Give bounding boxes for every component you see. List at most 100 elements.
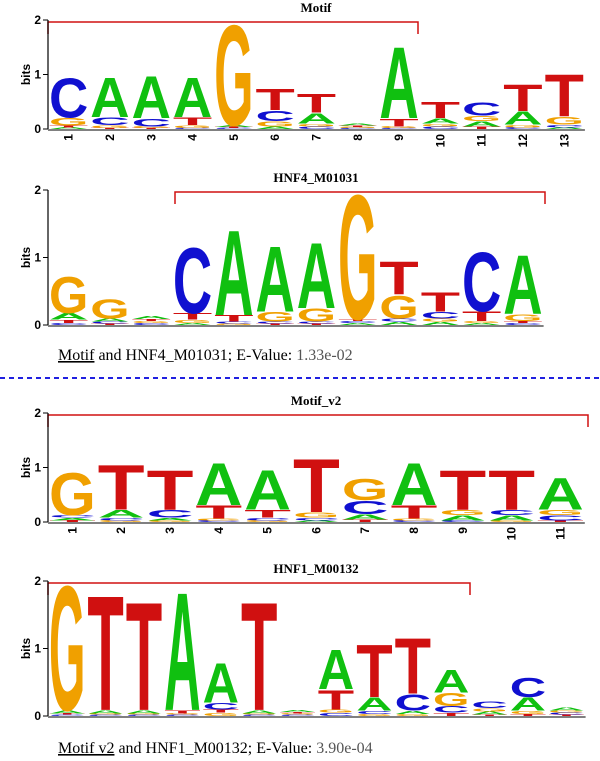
logo-letter: A: [297, 110, 336, 127]
logo-letter: G: [203, 712, 239, 717]
logo-letter: A: [173, 66, 212, 129]
logo-letter: G: [548, 710, 584, 713]
logo-letter: C: [545, 124, 584, 128]
logo-letter: G: [195, 518, 242, 521]
logo-letter: C: [433, 704, 469, 714]
chart-title: Motif: [300, 0, 332, 15]
logo-letter: A: [132, 315, 171, 320]
logo-letter: G: [391, 518, 438, 521]
logo-letter: A: [338, 322, 377, 325]
chart-title: HNF1_M00132: [273, 561, 358, 576]
logo-letter: G: [342, 473, 389, 507]
x-tick-label: 4: [186, 134, 200, 141]
caption: Motif v2 and HNF1_M00132; E-Value: 3.90e…: [58, 740, 373, 757]
logo-letter: T: [98, 452, 145, 523]
logo-letter: A: [379, 321, 418, 326]
logo-letter: C: [214, 128, 253, 130]
logo-letter: G: [49, 460, 96, 528]
logo-letter: C: [279, 714, 315, 716]
logo-letter: G: [214, 0, 253, 157]
logo-letter: A: [90, 317, 129, 322]
logo-letter: T: [421, 286, 460, 317]
logo-letter: G: [433, 689, 469, 710]
logo-letter: G: [395, 714, 431, 717]
logo-letter: G: [462, 114, 501, 122]
logo-letter: T: [214, 313, 253, 324]
logo-letter: T: [241, 570, 277, 743]
x-tick-label: 13: [557, 134, 571, 148]
logo-letter: T: [548, 714, 585, 716]
logo-letter: A: [395, 710, 431, 715]
logo-letter: C: [471, 700, 507, 710]
logo-letter: T: [503, 320, 543, 323]
logo-letter: C: [256, 108, 295, 125]
logo-letter: A: [126, 709, 162, 714]
logo-letter: C: [510, 672, 546, 703]
logo-letter: G: [244, 520, 291, 523]
y-tick-label: 2: [34, 406, 41, 420]
logo-letter: C: [537, 513, 584, 522]
logo-letter: A: [462, 322, 501, 325]
logo-letter: C: [391, 520, 438, 523]
logo-letter: A: [545, 127, 584, 130]
logo-letter: G: [256, 309, 295, 325]
logo-letter: G: [338, 127, 377, 129]
logo-letter: A: [49, 517, 96, 521]
logo-letter: T: [126, 570, 162, 743]
caption-link[interactable]: Motif v2: [58, 740, 114, 757]
logo-letter: C: [49, 67, 88, 130]
x-tick-label: 4: [212, 527, 226, 534]
logo-letter: C: [462, 236, 501, 330]
logo-letter: T: [132, 128, 172, 130]
y-axis-label: bits: [19, 247, 33, 269]
logo-letter: G: [421, 123, 460, 127]
y-tick-label: 0: [34, 318, 41, 332]
x-tick-label: 1: [65, 527, 79, 534]
caption-link[interactable]: Motif: [58, 347, 95, 364]
x-tick-label: 7: [309, 134, 323, 141]
logo-letter: C: [503, 322, 542, 325]
logo-letter: G: [297, 123, 336, 127]
x-tick-label: 8: [351, 134, 365, 141]
logo-letter: C: [214, 321, 253, 324]
logo-letter: T: [421, 97, 461, 123]
x-tick-label: 3: [163, 527, 177, 534]
logo-letter: A: [391, 450, 438, 518]
logo-letter: G: [98, 520, 145, 523]
x-tick-label: 6: [309, 527, 323, 534]
logo-letter: T: [132, 318, 172, 321]
logo-letter: A: [342, 512, 389, 521]
y-tick-label: 2: [34, 574, 41, 588]
logo-letter: G: [87, 713, 123, 715]
logo-letter: A: [214, 125, 253, 128]
logo-letter: G: [214, 323, 253, 325]
logo-letter: C: [462, 99, 501, 120]
logo-letter: A: [548, 707, 584, 712]
x-tick-label: 10: [505, 527, 519, 541]
logo-letter: C: [49, 714, 85, 716]
logo-letter: T: [49, 319, 89, 324]
logo-letter: G: [421, 317, 460, 322]
x-tick-label: 5: [261, 527, 275, 534]
logo-letter: T: [49, 713, 86, 715]
logo-letter: C: [49, 322, 88, 325]
logo-letter: A: [244, 458, 291, 522]
logo-letter: C: [90, 321, 129, 324]
logo-letter: C: [379, 317, 418, 322]
logo-letter: T: [203, 709, 240, 714]
logo-letter: A: [421, 321, 460, 326]
logo-letter: T: [356, 629, 392, 713]
logo-letter: G: [279, 713, 315, 715]
logo-letter: A: [256, 227, 295, 332]
logo-letter: T: [462, 126, 502, 130]
logo-letter: A: [90, 66, 129, 129]
logo-letter: A: [503, 108, 542, 129]
logo-letter: C: [395, 690, 431, 716]
logo-letter: C: [132, 322, 171, 325]
logo-letter: G: [132, 126, 171, 129]
logo-letter: T: [318, 684, 355, 715]
logo-letter: T: [379, 116, 418, 129]
logo-letter: T: [537, 520, 584, 523]
logo-letter: T: [379, 253, 419, 305]
logo-letter: C: [98, 517, 145, 521]
